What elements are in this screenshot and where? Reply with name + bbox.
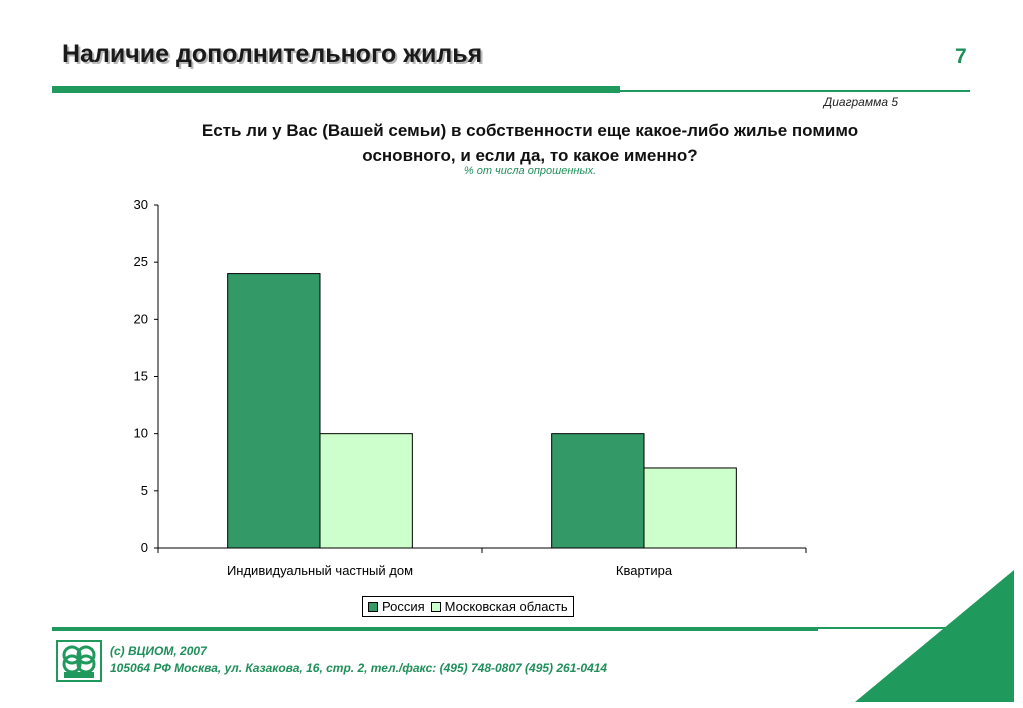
bar-russia xyxy=(227,273,321,549)
bar-moscow-region xyxy=(643,467,737,549)
question-line-1: Есть ли у Вас (Вашей семьи) в собственно… xyxy=(201,121,859,140)
y-tick-label: 15 xyxy=(134,369,148,384)
x-tick-label: Индивидуальный частный дом xyxy=(227,563,413,578)
y-tick-label: 20 xyxy=(134,311,148,326)
y-tick-label: 5 xyxy=(141,483,148,498)
bar-russia xyxy=(551,433,645,549)
chart-question: Есть ли у Вас (Вашей семьи) в собственно… xyxy=(100,118,960,168)
corner-decoration xyxy=(855,570,1014,702)
footer-copyright: (c) ВЦИОМ, 2007 xyxy=(110,644,207,658)
legend-swatch-moscow-region xyxy=(430,601,441,612)
bottom-divider-thin xyxy=(818,627,958,629)
legend-item-moscow-region: Московская область xyxy=(430,599,568,614)
top-divider xyxy=(52,86,620,93)
chart-legend: Россия Московская область xyxy=(362,596,574,617)
bar-moscow-region xyxy=(319,433,413,549)
bottom-divider xyxy=(52,627,818,631)
y-tick-label: 25 xyxy=(134,254,148,269)
legend-item-russia: Россия xyxy=(368,599,425,614)
y-tick-label: 10 xyxy=(134,426,148,441)
question-line-2: основного, и если да, то какое именно? xyxy=(362,146,698,165)
legend-label-russia: Россия xyxy=(382,599,425,614)
vciom-logo-icon xyxy=(56,640,102,682)
page-number: 7 xyxy=(955,45,967,68)
legend-label-moscow-region: Московская область xyxy=(444,599,568,614)
top-divider-thin xyxy=(620,90,970,92)
chart-subtitle: % от числа опрошенных. xyxy=(463,165,597,177)
diagram-label: Диаграмма 5 xyxy=(823,95,898,109)
legend-swatch-russia xyxy=(368,601,378,612)
y-tick-label: 0 xyxy=(141,540,148,555)
x-tick-label: Квартира xyxy=(616,563,673,578)
footer-address: 105064 РФ Москва, ул. Казакова, 16, стр.… xyxy=(110,661,608,675)
page-title: Наличие дополнительного жилья xyxy=(62,40,483,68)
y-tick-label: 30 xyxy=(134,197,148,212)
